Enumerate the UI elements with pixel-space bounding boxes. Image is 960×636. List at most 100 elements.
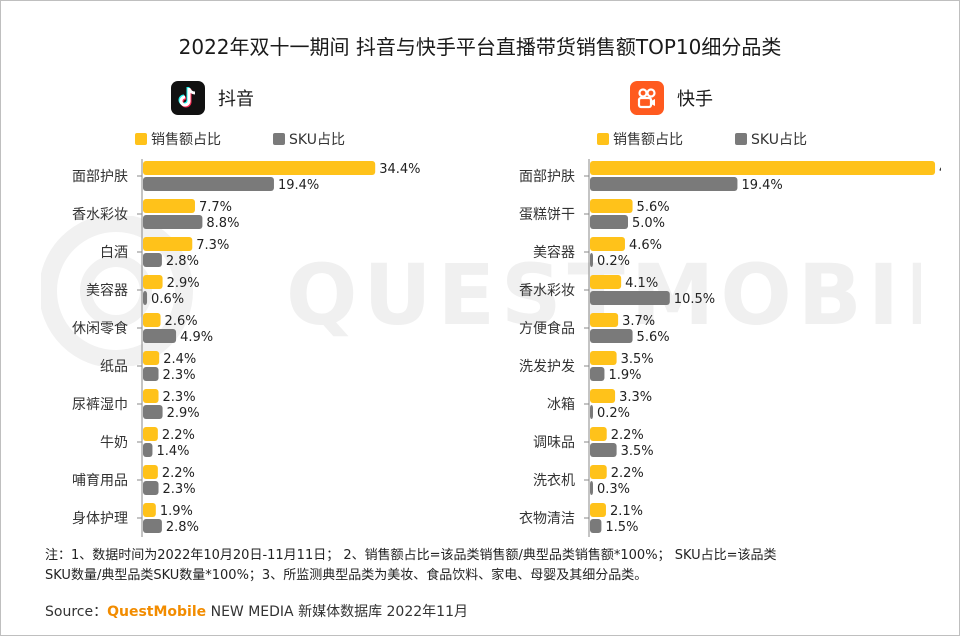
- chart-title: 2022年双十一期间 抖音与快手平台直播带货销售额TOP10细分品类: [178, 35, 782, 59]
- sales-share-bar: [590, 237, 625, 251]
- sku-share-label: 2.3%: [163, 368, 196, 383]
- category-label: 白酒: [100, 245, 128, 261]
- sales-share-bar: [143, 503, 156, 517]
- category-label: 休闲零食: [72, 320, 128, 337]
- sku-share-label: 0.3%: [597, 482, 630, 497]
- sales-share-label: 4.1%: [625, 276, 658, 291]
- legend-swatch-sku: [735, 133, 747, 145]
- category-label: 方便食品: [519, 320, 575, 337]
- sku-share-bar: [143, 177, 274, 191]
- sales-share-label: 2.1%: [610, 504, 643, 519]
- category-label: 美容器: [86, 282, 128, 299]
- kuaishou-logo-icon: [630, 81, 664, 115]
- legend-label-sku: SKU占比: [289, 132, 345, 148]
- sku-share-bar: [143, 253, 162, 267]
- sales-share-label: 3.7%: [622, 314, 655, 329]
- sku-share-bar: [590, 329, 633, 343]
- sku-share-bar: [590, 519, 602, 533]
- sku-share-label: 5.0%: [632, 216, 665, 231]
- category-label: 衣物清洁: [519, 511, 575, 527]
- sales-share-label: 1.9%: [160, 504, 193, 519]
- sales-share-label: 4.6%: [629, 238, 662, 253]
- category-label: 美容器: [533, 244, 575, 261]
- sales-share-bar: [143, 275, 163, 289]
- footnotes: 注：1、数据时间为2022年10月20日-11月11日； 2、销售额占比=该品类…: [45, 546, 925, 586]
- sku-share-bar: [143, 291, 148, 305]
- sku-share-bar: [143, 481, 159, 495]
- sku-share-bar: [143, 215, 203, 229]
- bar-chart-douyin: 面部护肤 34.4%19.4%香水彩妆 7.7%8.8%白酒 7.3%2.8%美容器 2…: [72, 159, 421, 537]
- source-prefix: Source：: [45, 604, 108, 620]
- sales-share-label: 2.3%: [163, 390, 196, 405]
- watermark-logo-ring: [41, 216, 193, 366]
- legend-douyin: 销售额占比 SKU占比: [135, 129, 345, 149]
- source-suffix: NEW MEDIA 新媒体数据库 2022年11月: [206, 604, 468, 620]
- sales-share-label: 2.2%: [162, 428, 195, 443]
- footnote-line-2: SKU数量/典型品类SKU数量*100%；3、所监测典型品类为美妆、食品饮料、家…: [45, 568, 648, 583]
- sales-share-label: 2.2%: [162, 466, 195, 481]
- sku-share-label: 2.8%: [166, 254, 199, 269]
- sales-share-label: 2.6%: [165, 314, 198, 329]
- sales-share-label: 2.2%: [611, 428, 644, 443]
- sales-share-bar: [590, 389, 616, 403]
- category-label: 香水彩妆: [72, 207, 128, 223]
- sku-share-bar: [590, 215, 628, 229]
- sku-share-label: 10.5%: [674, 292, 715, 307]
- sales-share-bar: [143, 199, 195, 213]
- sales-share-bar: [590, 465, 607, 479]
- sku-share-bar: [143, 329, 177, 343]
- platform-header-kuaishou: 快手: [630, 81, 713, 115]
- sales-share-bar: [143, 427, 158, 441]
- legend-label-sales: 销售额占比: [151, 132, 221, 148]
- category-label: 洗衣机: [533, 473, 575, 489]
- bar-chart-kuaishou: 面部护肤45.4%19.4%蛋糕饼干5.6%5.0%美容器4.6%0.2%香水彩…: [519, 159, 941, 537]
- sales-share-label: 7.3%: [196, 238, 229, 253]
- sales-share-bar: [143, 313, 161, 327]
- sku-share-label: 0.2%: [597, 254, 630, 269]
- category-label: 香水彩妆: [519, 283, 575, 299]
- category-label: 调味品: [533, 435, 575, 451]
- category-label: 哺育用品: [72, 473, 128, 489]
- sku-share-label: 2.9%: [167, 406, 200, 421]
- sales-share-bar: [590, 351, 617, 365]
- sku-share-bar: [590, 177, 738, 191]
- sku-share-bar: [143, 443, 153, 457]
- category-label: 洗发护发: [519, 359, 575, 375]
- legend-label-sales: 销售额占比: [613, 132, 683, 148]
- sales-share-bar: [143, 351, 160, 365]
- sku-share-label: 0.2%: [597, 406, 630, 421]
- category-label: 尿裤湿巾: [72, 397, 128, 413]
- category-label: 面部护肤: [519, 169, 575, 185]
- sku-share-label: 1.9%: [608, 368, 641, 383]
- sku-share-label: 2.8%: [166, 520, 199, 535]
- sku-share-label: 3.5%: [621, 444, 654, 459]
- sku-share-bar: [590, 253, 593, 267]
- legend-swatch-sku: [273, 133, 285, 145]
- sku-share-label: 8.8%: [206, 216, 239, 231]
- sales-share-bar: [143, 465, 158, 479]
- platform-name-kuaishou: 快手: [677, 89, 713, 110]
- sales-share-bar: [143, 389, 159, 403]
- sku-share-bar: [590, 291, 670, 305]
- legend-swatch-sales: [135, 133, 147, 145]
- sales-share-bar: [590, 161, 936, 175]
- sales-share-bar: [590, 199, 633, 213]
- sku-share-bar: [590, 405, 593, 419]
- sales-share-label: 5.6%: [637, 200, 670, 215]
- legend-kuaishou: 销售额占比 SKU占比: [597, 129, 807, 149]
- category-label: 冰箱: [547, 397, 575, 413]
- category-label: 纸品: [100, 359, 128, 375]
- legend-label-sku: SKU占比: [751, 132, 807, 148]
- sales-share-label: 2.9%: [167, 276, 200, 291]
- legend-swatch-sales: [597, 133, 609, 145]
- sales-share-bar: [590, 427, 607, 441]
- sales-share-label: 34.4%: [379, 162, 420, 177]
- sku-share-bar: [590, 443, 617, 457]
- source-line: Source：QuestMobile NEW MEDIA 新媒体数据库 2022…: [45, 601, 468, 621]
- sku-share-label: 1.4%: [156, 444, 189, 459]
- source-brand: QuestMobile: [107, 604, 207, 620]
- sales-share-label: 2.2%: [611, 466, 644, 481]
- sku-share-bar: [143, 519, 162, 533]
- sku-share-bar: [143, 405, 163, 419]
